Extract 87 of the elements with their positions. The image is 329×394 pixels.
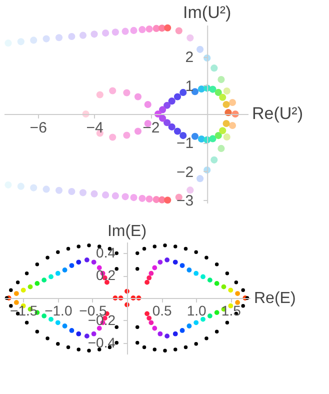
point — [214, 330, 219, 334]
point — [24, 320, 29, 325]
point — [158, 114, 166, 122]
point — [214, 262, 219, 266]
point — [184, 246, 188, 251]
y-tick-label: −2 — [176, 164, 194, 181]
point — [142, 345, 146, 350]
point — [204, 256, 208, 260]
point — [135, 325, 140, 329]
point — [194, 250, 198, 254]
point — [152, 348, 157, 352]
point — [135, 251, 140, 256]
point — [96, 91, 104, 98]
x-tick-label: −1.0 — [44, 302, 72, 318]
point — [87, 348, 91, 353]
y-tick-label: −1 — [176, 135, 194, 152]
point — [174, 93, 182, 100]
point — [46, 256, 50, 260]
point — [164, 102, 171, 109]
point — [76, 348, 80, 352]
point — [222, 120, 230, 128]
point — [144, 100, 152, 108]
point — [142, 246, 146, 251]
point — [66, 345, 70, 350]
point — [135, 267, 140, 271]
point — [168, 123, 176, 130]
x-tick-label: 0.5 — [152, 302, 172, 318]
point — [109, 87, 116, 94]
y-tick-label: 0.4 — [96, 244, 116, 261]
point — [214, 88, 222, 96]
point — [174, 348, 178, 352]
point — [163, 348, 167, 353]
point — [241, 304, 245, 308]
point — [209, 135, 216, 142]
point — [194, 342, 198, 346]
point — [35, 262, 40, 266]
point — [66, 246, 70, 251]
point — [158, 106, 166, 114]
point — [35, 330, 40, 334]
y-axis-title: Im(E) — [107, 223, 147, 240]
point — [16, 280, 20, 284]
y-tick-label: 2 — [185, 49, 194, 66]
point — [123, 132, 130, 139]
point — [180, 88, 187, 96]
x-tick-label: −2 — [142, 120, 160, 136]
point — [46, 336, 50, 340]
point — [204, 336, 208, 340]
x-tick-label: −6 — [30, 120, 47, 136]
point — [174, 244, 178, 248]
point — [114, 325, 119, 329]
point — [114, 267, 119, 271]
y-tick-label: 1 — [185, 78, 194, 95]
y-tick-label: −3 — [176, 192, 194, 210]
point — [219, 94, 226, 101]
point — [234, 280, 238, 284]
point — [174, 128, 182, 135]
point — [109, 134, 116, 141]
point — [225, 320, 230, 325]
x-axis-title: Re(E) — [254, 290, 296, 307]
point — [191, 88, 199, 96]
x-axis-title: Re(U²) — [252, 104, 303, 123]
point — [24, 271, 29, 276]
point — [222, 100, 230, 108]
point — [209, 86, 216, 93]
x-tick-label: 1.0 — [186, 302, 207, 318]
point — [134, 128, 142, 135]
point — [9, 288, 13, 292]
point — [163, 243, 167, 248]
point — [87, 243, 91, 248]
point — [76, 244, 80, 248]
y-tick-label: −0.4 — [88, 334, 116, 350]
point — [164, 119, 171, 126]
point — [56, 250, 60, 254]
point — [135, 340, 140, 345]
x-tick-label: −4 — [86, 120, 104, 136]
point — [56, 342, 60, 346]
point — [191, 132, 199, 140]
point — [123, 89, 130, 96]
point — [214, 132, 222, 140]
point — [225, 271, 230, 276]
point — [152, 244, 157, 248]
point — [168, 98, 176, 105]
point — [241, 288, 245, 292]
point — [219, 127, 226, 134]
point — [184, 345, 188, 350]
point — [134, 93, 142, 100]
y-axis-title: Im(U²) — [183, 3, 232, 22]
